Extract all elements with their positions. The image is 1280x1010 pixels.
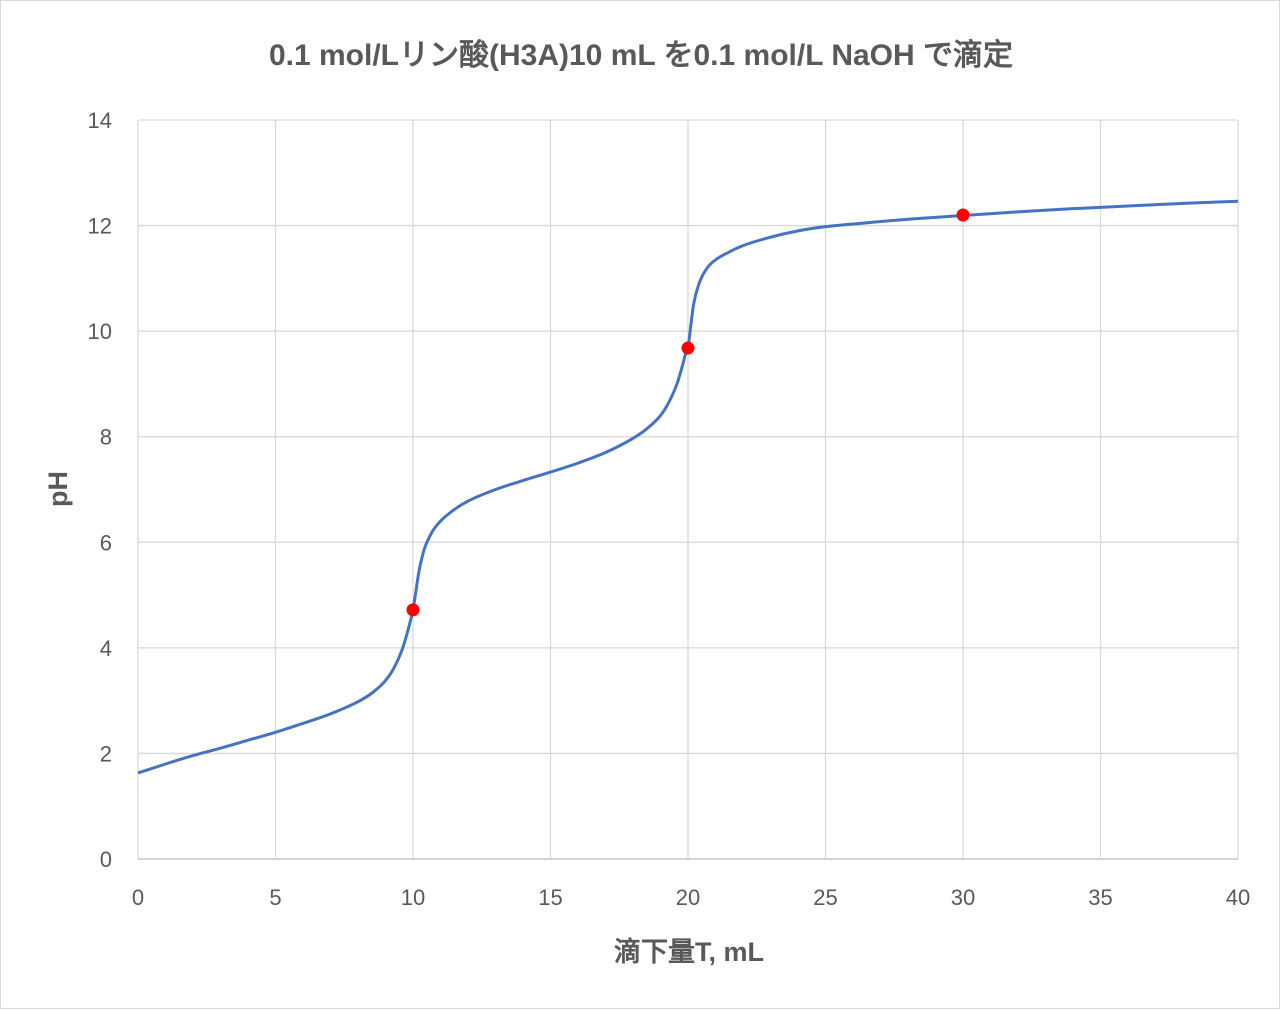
x-tick-label: 5: [269, 885, 281, 910]
x-tick-label: 35: [1088, 885, 1112, 910]
y-tick-label: 12: [88, 214, 112, 239]
x-tick-label: 0: [132, 885, 144, 910]
y-tick-label: 2: [100, 741, 112, 766]
y-axis-title: pH: [43, 471, 73, 507]
y-tick-label: 0: [100, 847, 112, 872]
x-tick-label: 15: [538, 885, 562, 910]
x-tick-label: 20: [676, 885, 700, 910]
x-tick-label: 10: [401, 885, 425, 910]
equivalence-point-marker: [956, 208, 970, 222]
equivalence-point-marker: [406, 603, 420, 617]
x-axis-title: 滴下量T, mL: [614, 936, 764, 967]
y-tick-label: 14: [88, 108, 112, 133]
equivalence-point-marker: [681, 341, 695, 355]
chart-title: 0.1 mol/Lリン酸(H3A)10 mL を0.1 mol/L NaOH で…: [269, 38, 1013, 72]
x-tick-labels: 0 5 10 15 20 25 30 35 40: [132, 885, 1250, 910]
x-tick-label: 40: [1226, 885, 1250, 910]
titration-curve-line: [137, 199, 1239, 775]
x-tick-label: 25: [813, 885, 837, 910]
y-tick-label: 4: [100, 636, 112, 661]
y-tick-label: 6: [100, 530, 112, 555]
y-tick-labels: 0 2 4 6 8 10 12 14: [88, 108, 112, 872]
y-tick-label: 8: [100, 425, 112, 450]
series-layer: [137, 199, 1239, 775]
x-tick-label: 30: [951, 885, 975, 910]
y-tick-label: 10: [88, 319, 112, 344]
gridlines: [137, 119, 1239, 860]
